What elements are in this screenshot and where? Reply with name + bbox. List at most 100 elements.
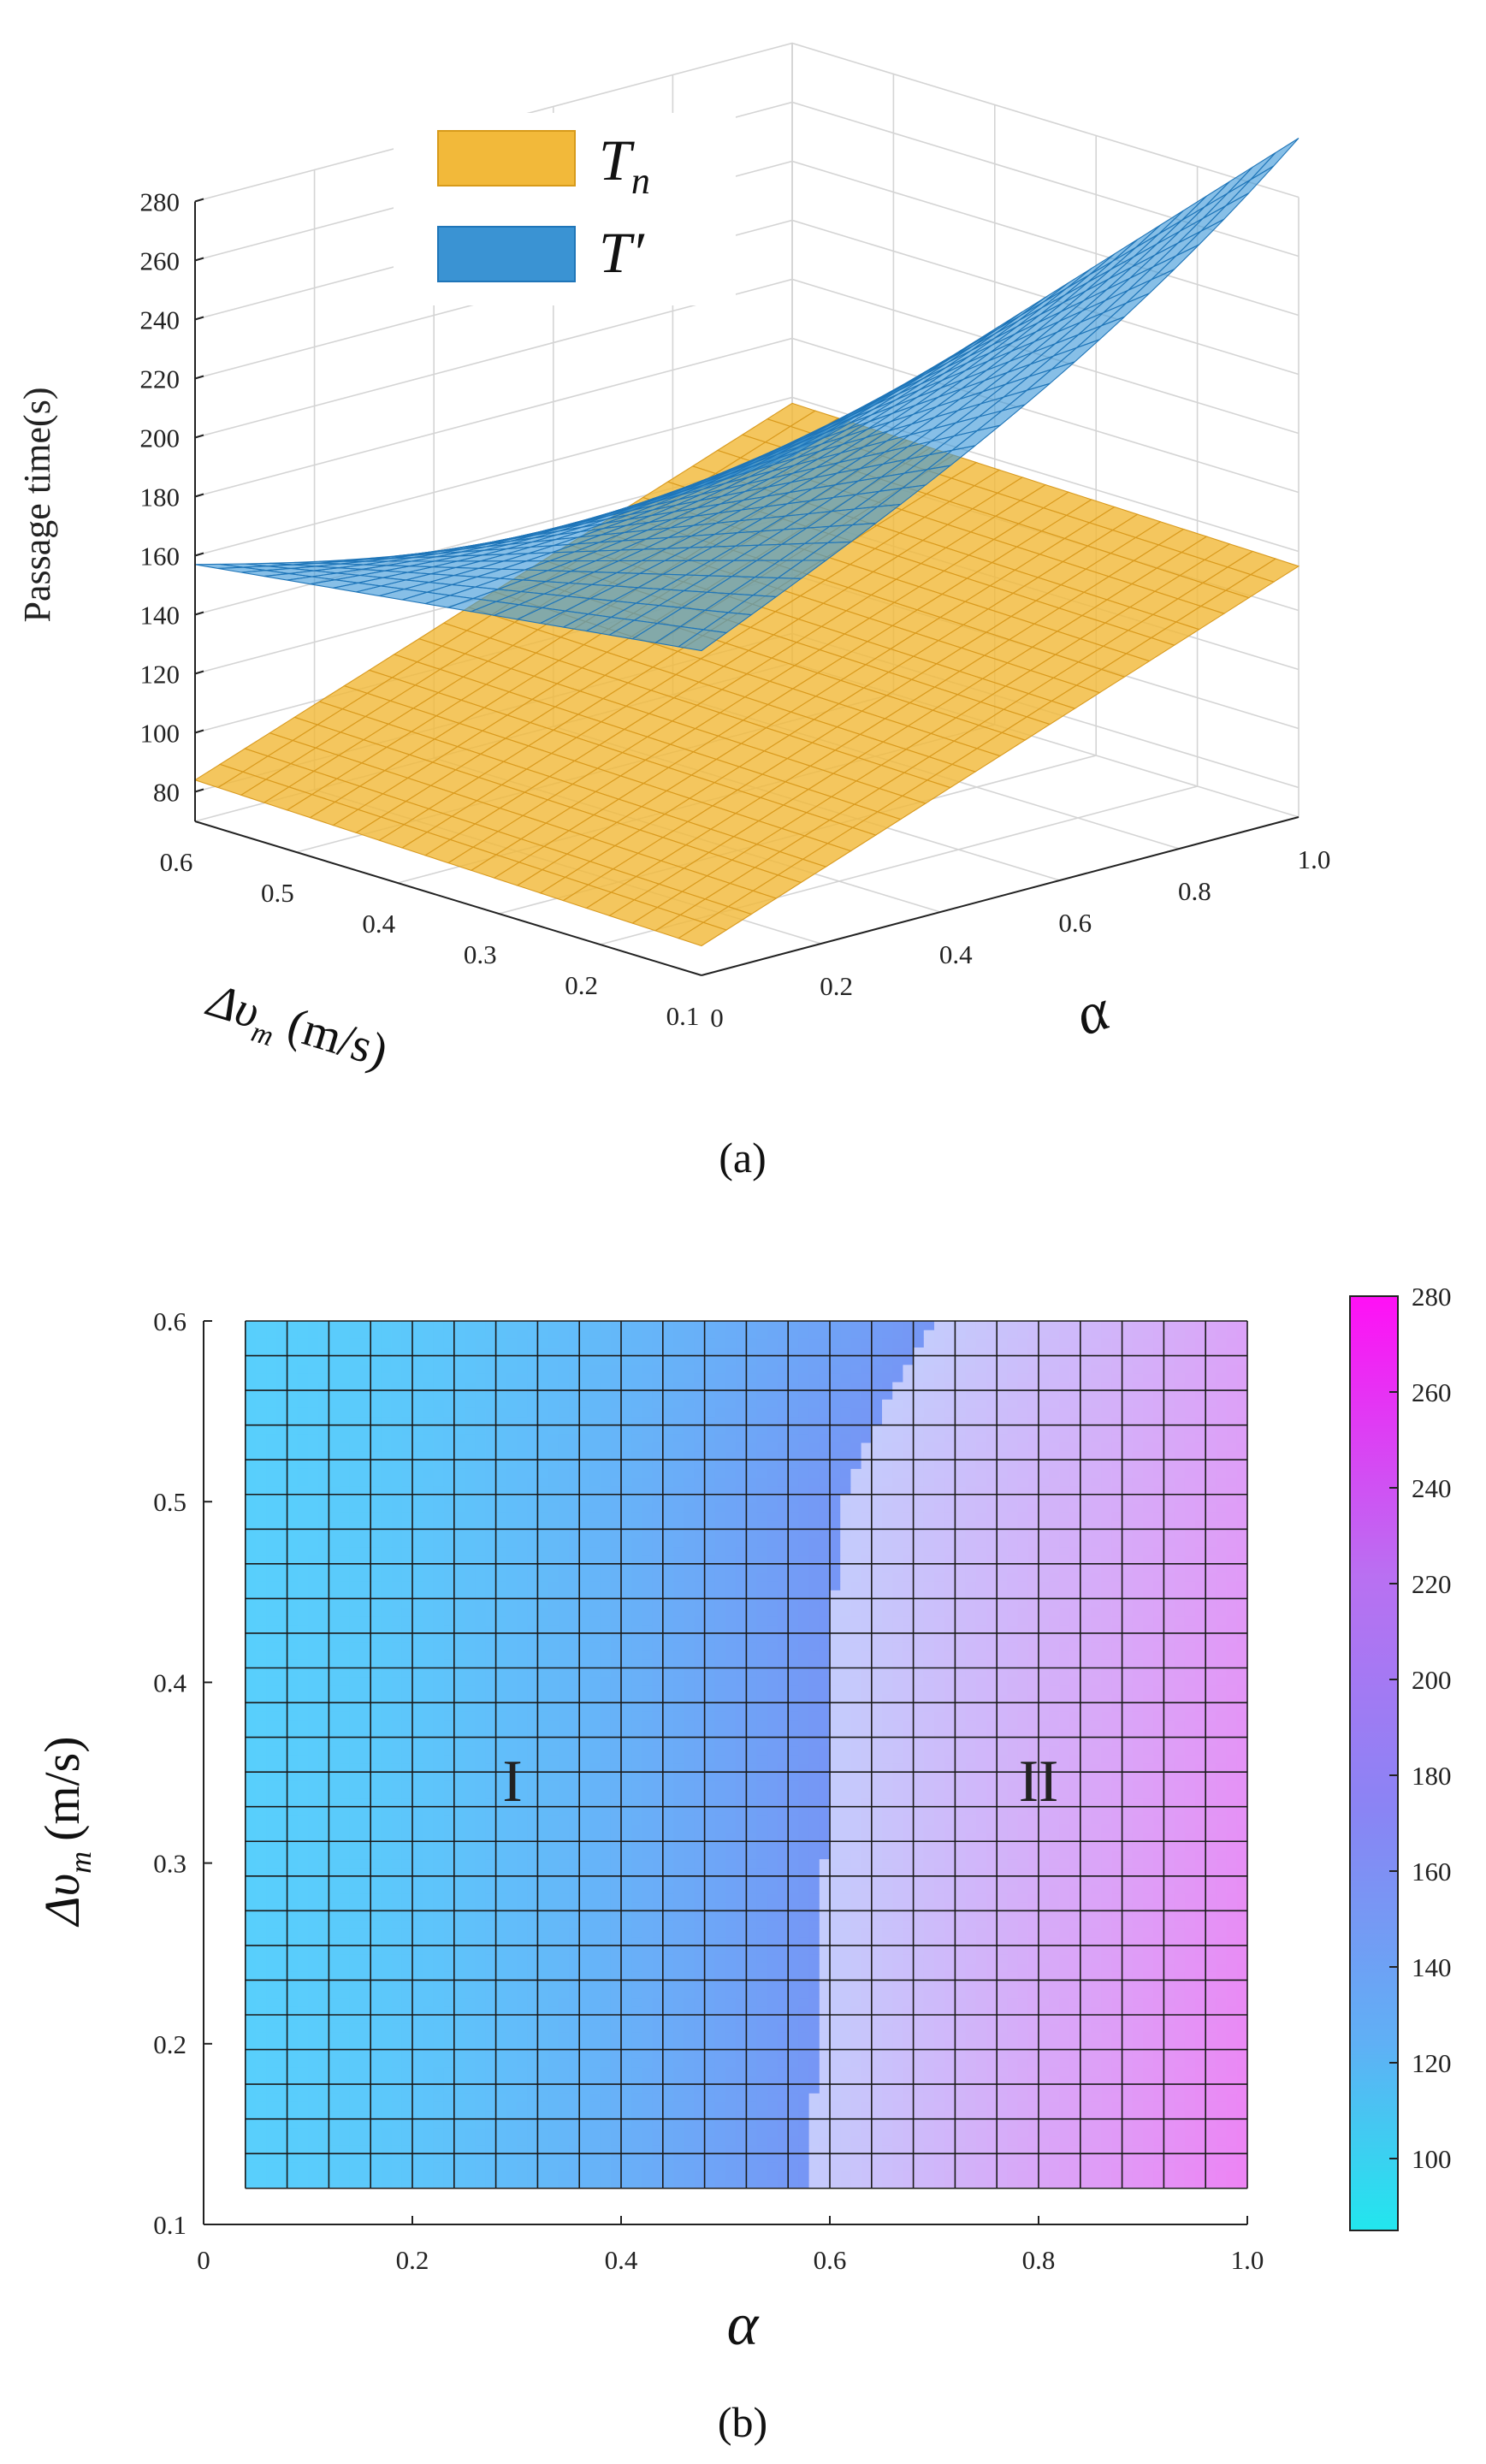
heatmap-cell	[360, 2040, 371, 2051]
heatmap-cell	[1017, 2005, 1029, 2016]
heatmap-cell	[892, 2015, 903, 2024]
heatmap-cell	[297, 1954, 309, 1964]
heatmap-cell	[923, 1902, 935, 1911]
heatmap-cell	[892, 1902, 903, 1911]
heatmap-cell	[871, 2110, 883, 2120]
heatmap-cell	[349, 1997, 361, 2007]
heatmap-cell	[1163, 2171, 1175, 2181]
heatmap-cell	[506, 1841, 518, 1851]
heatmap-cell	[934, 2058, 945, 2068]
heatmap-cell	[819, 2171, 831, 2181]
heatmap-cell	[1132, 1910, 1144, 1921]
heatmap-cell	[360, 1954, 371, 1964]
heatmap-cell	[767, 2040, 779, 2051]
heatmap-cell	[1069, 1902, 1081, 1911]
heatmap-cell	[1236, 2101, 1248, 2112]
heatmap-cell	[684, 1841, 695, 1851]
heatmap-cell	[1184, 2023, 1196, 2033]
heatmap-cell	[256, 1902, 267, 1911]
heatmap-cell	[903, 2153, 915, 2163]
heatmap-cell	[1143, 2005, 1154, 2016]
heatmap-cell	[506, 2049, 518, 2059]
heatmap-cell	[975, 2093, 987, 2102]
heatmap-cell	[955, 2076, 967, 2085]
heatmap-cell	[714, 1997, 726, 2007]
heatmap-cell	[1153, 1997, 1164, 2007]
heatmap-cell	[517, 1841, 528, 1851]
heatmap-cell	[1153, 1928, 1164, 1938]
heatmap-cell	[558, 1875, 570, 1886]
heatmap-cell	[465, 2058, 476, 2068]
heatmap-cell	[1143, 1875, 1154, 1886]
heatmap-cell	[453, 1936, 465, 1946]
heatmap-cell	[465, 2153, 476, 2163]
heatmap-cell	[485, 2171, 497, 2181]
heatmap-cell	[975, 1910, 987, 1921]
heatmap-cell	[975, 1971, 987, 1981]
heatmap-cell	[412, 2153, 423, 2163]
heatmap-cell	[808, 2101, 820, 2112]
heatmap-cell	[349, 2145, 361, 2154]
heatmap-cell	[308, 2162, 319, 2171]
heatmap-cell	[913, 1945, 925, 1955]
heatmap-cell	[401, 2153, 413, 2163]
heatmap-cell	[506, 1997, 518, 2007]
heatmap-cell	[756, 1963, 768, 1972]
heatmap-cell	[297, 2058, 309, 2068]
heatmap-cell	[631, 2066, 642, 2076]
heatmap-cell	[349, 2127, 361, 2137]
heatmap-cell	[569, 2040, 580, 2051]
heatmap-cell	[506, 2118, 518, 2129]
heatmap-cell	[850, 2118, 862, 2129]
heatmap-cell	[1111, 1963, 1123, 1972]
heatmap-cell	[788, 1988, 799, 1999]
heatmap-cell	[631, 1945, 642, 1955]
heatmap-cell	[652, 1884, 664, 1894]
heatmap-cell	[443, 2127, 455, 2137]
heatmap-cell	[621, 2179, 632, 2189]
heatmap-cell	[934, 1858, 945, 1869]
heatmap-cell	[903, 2171, 915, 2181]
heatmap-cell	[433, 2032, 445, 2041]
heatmap-cell	[266, 1997, 277, 2007]
heatmap-cell	[527, 1867, 538, 1877]
heatmap-cell	[1153, 1971, 1164, 1981]
heatmap-cell	[339, 1893, 351, 1903]
heatmap-cell	[684, 1884, 695, 1894]
heatmap-cell	[1027, 1980, 1039, 1990]
heatmap-cell	[662, 1997, 674, 2007]
heatmap-cell	[297, 2171, 309, 2181]
heatmap-cell	[256, 2145, 267, 2154]
z-axis-label: Passage time(s)	[16, 388, 58, 623]
heatmap-cell	[631, 2015, 642, 2024]
heatmap-cell	[1122, 1936, 1134, 1946]
heatmap-cell	[1184, 1919, 1196, 1929]
heatmap-cell	[485, 2066, 497, 2076]
heatmap-cell	[412, 1971, 423, 1981]
heatmap-cell	[621, 1928, 632, 1938]
heatmap-cell	[1111, 1988, 1123, 1999]
heatmap-cell	[642, 2023, 654, 2033]
heatmap-cell	[1111, 1954, 1123, 1964]
heatmap-cell	[443, 1858, 455, 1869]
heatmap-cell	[756, 1841, 768, 1851]
heatmap-cell	[1153, 2005, 1164, 2016]
heatmap-cell	[662, 2171, 674, 2181]
heatmap-cell	[662, 1841, 674, 1851]
heatmap-cell	[652, 2118, 664, 2129]
heatmap-cell	[1174, 1884, 1186, 1894]
heatmap-cell	[517, 2015, 528, 2024]
heatmap-cell	[537, 2145, 549, 2154]
heatmap-cell	[1174, 2040, 1186, 2051]
heatmap-cell	[923, 2171, 935, 2181]
heatmap-cell	[934, 1963, 945, 1972]
heatmap-cell	[569, 2127, 580, 2137]
heatmap-cell	[986, 2101, 998, 2112]
heatmap-cell	[1195, 2110, 1206, 2120]
heatmap-cell	[1007, 1884, 1019, 1894]
heatmap-cell	[1195, 1963, 1206, 1972]
heatmap-cell	[736, 1867, 747, 1877]
heatmap-cell	[1226, 1910, 1238, 1921]
heatmap-cell	[997, 1902, 1008, 1911]
heatmap-cell	[495, 2179, 507, 2189]
